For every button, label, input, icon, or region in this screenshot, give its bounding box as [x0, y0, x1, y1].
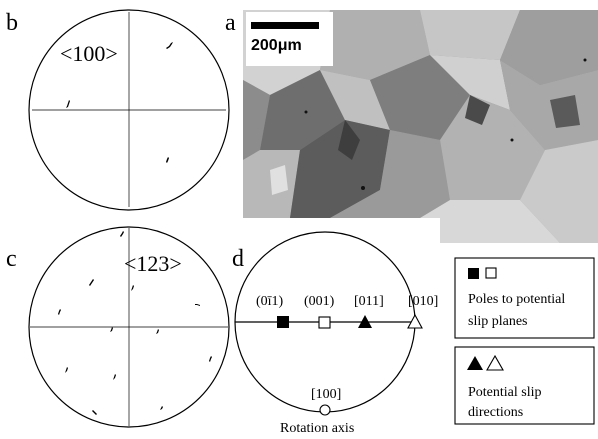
panel-d-schematic: d (0ī1) (001) [011] [010] [100] Rotation… — [232, 231, 438, 436]
slip-direction-open-triangle — [407, 313, 423, 329]
micrograph-image — [243, 10, 598, 243]
pole-label-123: <123> — [124, 251, 182, 276]
pole-clusters-b — [66, 42, 173, 163]
panel-d-letter: d — [232, 246, 244, 272]
scale-bar — [251, 22, 319, 29]
rotation-axis-marker — [319, 404, 331, 416]
plane-label-0-1bar-1: (0ī1) — [256, 294, 284, 309]
pole-figure-circle-b — [28, 9, 230, 211]
direction-label-011: [011] — [354, 294, 384, 309]
slip-plane-pole-filled-square — [277, 316, 289, 328]
rotation-axis-label: Rotation axis — [280, 421, 354, 436]
pole-clusters-c — [58, 231, 212, 415]
legend-directions-line2: directions — [468, 405, 523, 420]
legend-planes-line2: slip planes — [468, 314, 528, 329]
panel-a-letter: a — [225, 10, 236, 36]
legend-slip-planes: Poles to potential slip planes — [454, 257, 595, 339]
legend-directions-line1: Potential slip — [468, 385, 542, 400]
plane-label-001: (001) — [304, 294, 335, 309]
legend-open-triangle-icon — [486, 354, 504, 371]
pole-figure-circle-c — [28, 226, 230, 428]
legend-filled-triangle-icon — [467, 356, 483, 370]
direction-label-010: [010] — [408, 294, 438, 309]
rotation-axis-direction-label: [100] — [311, 387, 341, 402]
scale-bar-box — [246, 12, 333, 66]
panel-b-pole-figure: b <100> — [6, 9, 230, 211]
panel-a-micrograph: a — [225, 10, 598, 243]
legend-open-square-icon — [485, 267, 497, 279]
legend-planes-line1: Poles to potential — [468, 292, 565, 307]
scale-bar-label: 200μm — [251, 37, 302, 54]
panel-b-letter: b — [6, 10, 18, 36]
panel-c-pole-figure: c <123> — [6, 226, 230, 428]
slip-plane-pole-open-square — [318, 316, 331, 329]
pole-label-100: <100> — [60, 41, 118, 66]
slip-direction-filled-triangle — [358, 315, 372, 328]
legend-slip-directions: Potential slip directions — [454, 346, 595, 425]
legend-filled-square-icon — [468, 268, 479, 279]
panel-c-letter: c — [6, 246, 17, 272]
